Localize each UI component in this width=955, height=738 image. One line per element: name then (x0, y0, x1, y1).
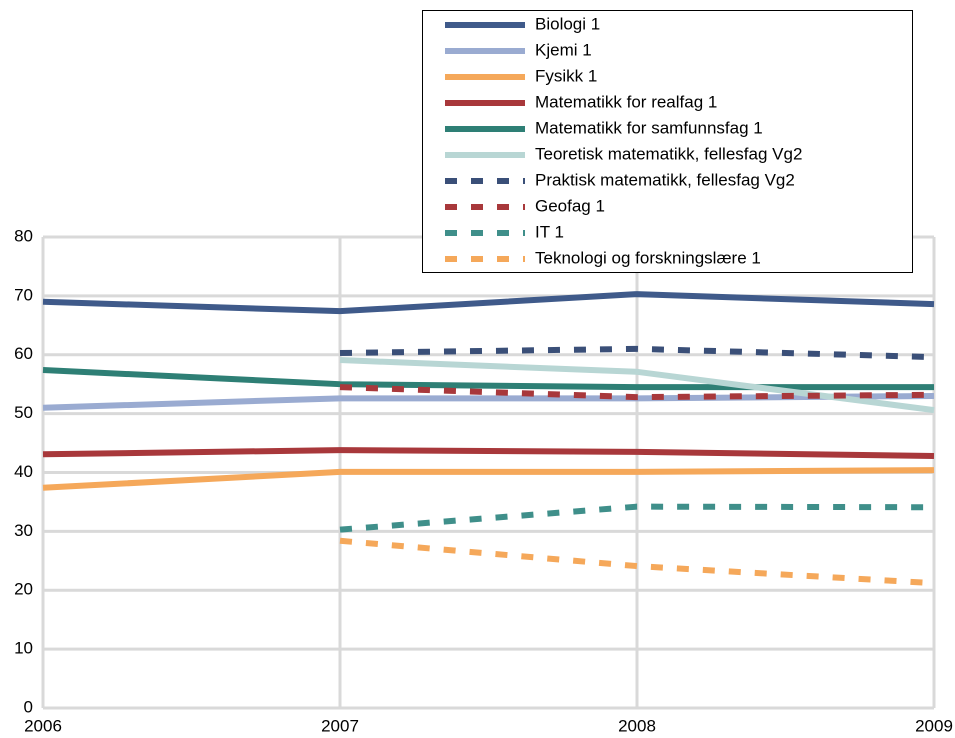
series-line (339, 503, 935, 533)
series-line (42, 467, 935, 491)
legend-label: IT 1 (535, 222, 564, 241)
y-tick-label: 30 (14, 521, 33, 540)
series-line (42, 291, 935, 315)
legend: Biologi 1 Kjemi 1 Fysikk 1 Matematikk for r… (422, 10, 913, 273)
series-line (42, 367, 934, 391)
series-line (339, 345, 935, 361)
series-line (42, 447, 935, 460)
legend-label: Fysikk 1 (535, 66, 597, 85)
series-line (42, 392, 935, 411)
y-tick-label: 0 (24, 697, 33, 716)
x-tick-label: 2007 (321, 716, 359, 735)
legend-label: Teknologi og forskningslære 1 (535, 248, 761, 267)
legend-box (422, 10, 913, 273)
legend-label: Biologi 1 (535, 14, 600, 33)
legend-label: Teoretisk matematikk, fellesfag Vg2 (535, 144, 802, 163)
y-tick-label: 50 (14, 403, 33, 422)
x-tick-label: 2009 (915, 716, 953, 735)
legend-label: Matematikk for realfag 1 (535, 92, 717, 111)
y-tick-label: 80 (14, 226, 33, 245)
x-tick-label: 2006 (24, 716, 62, 735)
legend-label: Kjemi 1 (535, 40, 592, 59)
series-line (339, 537, 935, 587)
x-tick-label: 2008 (618, 716, 656, 735)
legend-label: Geofag 1 (535, 196, 605, 215)
y-tick-label: 20 (14, 580, 33, 599)
legend-label: Praktisk matematikk, fellesfag Vg2 (535, 170, 795, 189)
y-tick-label: 40 (14, 462, 33, 481)
y-tick-label: 70 (14, 285, 33, 304)
y-tick-label: 10 (14, 639, 33, 658)
legend-label: Matematikk for samfunnsfag 1 (535, 118, 763, 137)
series-line (339, 384, 935, 401)
y-tick-label: 60 (14, 344, 33, 363)
